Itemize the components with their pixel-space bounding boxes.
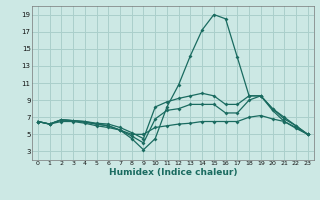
X-axis label: Humidex (Indice chaleur): Humidex (Indice chaleur) [108,168,237,177]
